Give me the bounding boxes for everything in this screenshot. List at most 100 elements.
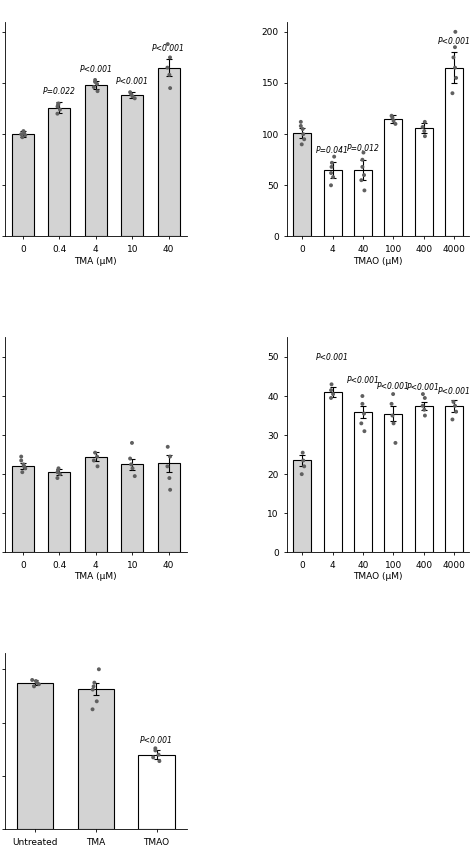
Point <box>56 467 64 481</box>
Point <box>164 440 172 454</box>
Point <box>297 119 305 133</box>
Point <box>449 86 456 100</box>
Bar <box>12 467 34 552</box>
Point <box>94 85 101 98</box>
Text: P<0.001: P<0.001 <box>79 66 112 74</box>
Bar <box>138 754 175 829</box>
Point <box>89 702 96 716</box>
Point <box>452 71 460 85</box>
Point <box>164 60 171 74</box>
Point <box>329 170 337 184</box>
Point <box>330 149 338 163</box>
Point <box>389 409 396 422</box>
X-axis label: TMAO (μM): TMAO (μM) <box>354 572 403 581</box>
Point <box>328 160 335 174</box>
Bar <box>158 67 180 237</box>
Bar <box>354 170 372 237</box>
Point <box>28 673 36 687</box>
Point <box>54 107 61 121</box>
Bar <box>445 67 463 237</box>
Point <box>359 153 366 167</box>
Point <box>419 387 427 401</box>
Point <box>392 436 399 450</box>
Point <box>18 130 26 144</box>
Point <box>152 744 159 758</box>
Point <box>361 183 368 197</box>
Point <box>164 37 172 51</box>
Bar <box>445 406 463 552</box>
Point <box>389 387 397 401</box>
Point <box>19 457 27 471</box>
Point <box>298 137 306 151</box>
Point <box>54 466 61 480</box>
Point <box>131 469 138 483</box>
Point <box>126 86 134 99</box>
Point <box>359 160 366 174</box>
Text: P<0.001: P<0.001 <box>438 386 471 396</box>
Point <box>19 124 27 138</box>
Point <box>54 99 61 113</box>
Point <box>18 454 25 467</box>
Point <box>55 463 62 477</box>
Point <box>18 127 25 141</box>
Point <box>359 397 366 410</box>
Point <box>297 115 305 129</box>
Point <box>20 460 28 473</box>
Point <box>299 446 307 460</box>
Text: P<0.001: P<0.001 <box>152 44 185 53</box>
Point <box>129 89 137 103</box>
Point <box>450 395 457 409</box>
Point <box>419 399 427 413</box>
Point <box>131 92 138 105</box>
Point <box>93 695 100 708</box>
Point <box>129 461 137 475</box>
Point <box>91 73 99 86</box>
Point <box>389 111 396 124</box>
Point <box>166 449 174 463</box>
Point <box>90 679 98 693</box>
Point <box>91 75 99 89</box>
Point <box>89 683 97 696</box>
Point <box>360 146 367 160</box>
Point <box>328 378 335 391</box>
Text: P<0.001: P<0.001 <box>377 382 410 391</box>
Bar <box>415 128 433 237</box>
Point <box>32 674 40 688</box>
Point <box>451 41 459 54</box>
Bar <box>415 406 433 552</box>
Point <box>327 391 335 405</box>
Point <box>327 384 335 397</box>
Point <box>357 416 365 430</box>
Point <box>21 461 29 475</box>
Point <box>149 751 157 765</box>
Point <box>166 50 174 64</box>
Point <box>166 81 174 95</box>
Bar <box>48 473 70 552</box>
Point <box>390 416 397 430</box>
Point <box>328 156 336 169</box>
Point <box>128 436 136 450</box>
Point <box>421 409 428 422</box>
Point <box>360 407 368 421</box>
Point <box>30 679 38 693</box>
Point <box>392 117 399 130</box>
Point <box>95 663 103 677</box>
Point <box>128 457 135 471</box>
Point <box>360 168 368 182</box>
Bar <box>85 456 107 552</box>
Point <box>451 60 459 74</box>
Text: P<0.001: P<0.001 <box>316 353 349 362</box>
Point <box>166 483 174 497</box>
Point <box>361 424 368 438</box>
Point <box>55 97 62 111</box>
Point <box>298 467 306 481</box>
Point <box>419 120 427 134</box>
Point <box>56 103 64 117</box>
Text: P<0.001: P<0.001 <box>116 77 149 86</box>
Point <box>299 122 307 136</box>
Point <box>450 50 457 64</box>
Point <box>449 412 456 426</box>
Point <box>91 676 98 689</box>
Text: P=0.022: P=0.022 <box>43 87 76 96</box>
Point <box>388 109 395 123</box>
